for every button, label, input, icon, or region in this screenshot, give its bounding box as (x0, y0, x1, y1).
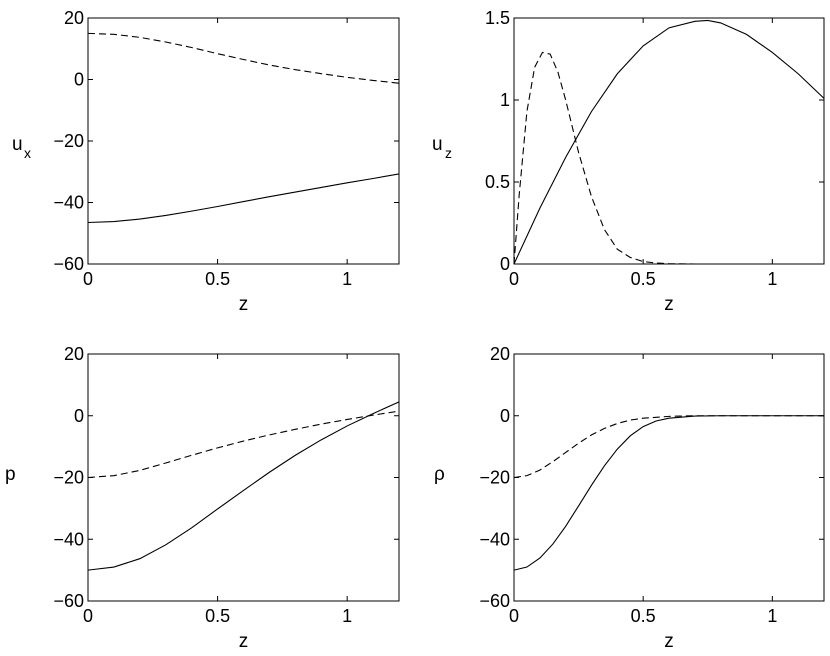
y-tick-label: −60 (53, 591, 84, 611)
x-tick-label: 0 (83, 606, 93, 626)
x-tick-label: 0.5 (631, 606, 656, 626)
x-axis-label: z (664, 631, 674, 652)
y-tick-label: 0 (500, 406, 510, 426)
series-line-dashed (88, 410, 399, 479)
y-tick-label: 0 (500, 254, 510, 274)
x-axis-label: z (664, 294, 674, 315)
y-axis-label-subscript: z (445, 145, 452, 161)
y-tick-label: −20 (53, 468, 84, 488)
y-tick-label: −20 (53, 131, 84, 151)
y-tick-label: −60 (479, 591, 510, 611)
y-tick-label: 0 (74, 406, 84, 426)
axes-frame (513, 353, 825, 602)
series-line-dashed (514, 415, 824, 479)
axes-frame (513, 17, 825, 265)
y-tick-label: −60 (53, 254, 84, 274)
series-line-solid (88, 401, 399, 571)
y-tick-label: 20 (490, 344, 510, 364)
y-tick-label: 0 (74, 70, 84, 90)
y-tick-label: −20 (479, 468, 510, 488)
chart-panel-3: 0 0.5 1 20 0 −20 −40 −60 z p (5, 344, 400, 652)
axes-frame (87, 17, 400, 265)
series-line-solid (88, 173, 399, 224)
x-tick-label: 0 (509, 606, 519, 626)
x-tick-label: 1 (767, 269, 777, 289)
series-line-dashed (514, 51, 824, 264)
y-axis-label: p (5, 464, 16, 485)
series-line-solid (514, 415, 824, 571)
y-tick-label: −40 (53, 193, 84, 213)
y-tick-label: 0.5 (485, 172, 510, 192)
x-tick-label: 0.5 (205, 269, 230, 289)
x-tick-label: 0 (83, 269, 93, 289)
y-axis-label: u (12, 134, 23, 155)
y-axis-label: u (432, 134, 443, 155)
y-tick-label: 20 (64, 8, 84, 28)
y-tick-label: −40 (53, 529, 84, 549)
x-tick-label: 0.5 (205, 606, 230, 626)
x-tick-label: 1 (342, 269, 352, 289)
x-tick-label: 0.5 (631, 269, 656, 289)
y-axis-label-subscript: x (24, 145, 31, 161)
x-tick-label: 1 (767, 606, 777, 626)
series-line-solid (514, 19, 824, 264)
y-tick-label: 1 (500, 90, 510, 110)
axes-frame (87, 353, 400, 602)
x-axis-label: z (239, 294, 249, 315)
y-axis-label: ρ (434, 464, 445, 485)
y-tick-label: −40 (479, 529, 510, 549)
chart-panel-1: 0 0.5 1 20 0 −20 −40 −60 z u x (12, 8, 400, 315)
x-axis-label: z (239, 631, 249, 652)
series-line-dashed (88, 32, 399, 84)
x-tick-label: 1 (342, 606, 352, 626)
chart-panel-4: 0 0.5 1 20 0 −20 −40 −60 z ρ (434, 344, 825, 652)
y-tick-label: 20 (64, 344, 84, 364)
y-tick-label: 1.5 (485, 8, 510, 28)
x-tick-label: 0 (509, 269, 519, 289)
